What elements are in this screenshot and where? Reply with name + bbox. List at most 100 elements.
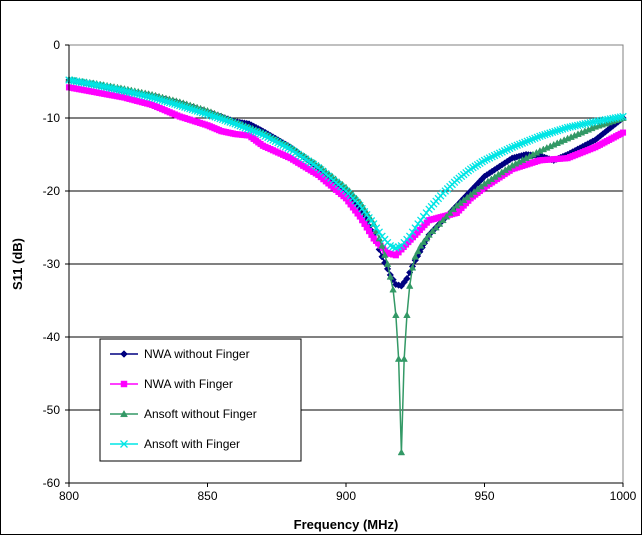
data-point [186,105,194,113]
data-point [369,220,378,228]
data-point [408,228,417,236]
data-point [553,126,562,135]
data-point [439,216,447,224]
data-point [381,251,389,258]
data-point [548,128,557,137]
y-tick-label: 0 [53,38,60,52]
data-point [435,220,444,227]
data-point [538,131,547,140]
data-point [619,129,627,136]
data-point [541,130,549,139]
data-point [226,118,234,126]
data-point [216,114,224,123]
legend-marker [120,350,128,358]
y-tick-label: -30 [43,257,61,271]
y-axis-title: S11 (dB) [10,238,25,290]
data-point [203,110,212,119]
x-tick-label: 800 [59,489,79,503]
data-point [176,101,184,110]
data-point [417,241,425,249]
data-point [449,205,458,213]
data-point [394,355,403,362]
legend-marker [120,440,128,448]
data-point [558,125,567,133]
x-tick-label: 850 [197,489,217,503]
series-layer [65,75,627,456]
data-point [546,129,554,137]
data-point [392,311,400,318]
data-point [223,117,232,126]
data-point [411,252,419,260]
legend-label: Ansoft with Finger [144,437,240,451]
data-point [411,224,420,232]
data-point [181,103,189,111]
data-point [378,241,386,249]
data-point [536,132,544,141]
data-point [375,228,383,236]
legend: NWA without Finger NWA with Finger Ansoft … [99,338,302,462]
data-point [543,130,552,138]
data-point [397,448,406,456]
x-axis-title: Frequency (MHz) [294,517,399,532]
x-tick-label: 950 [474,489,494,503]
data-point [208,112,217,120]
legend-label: Ansoft without Finger [144,407,257,421]
data-point [619,112,627,121]
data-point [405,232,414,241]
legend-label: NWA with Finger [144,377,233,391]
data-point [551,127,559,136]
y-tick-label: -20 [43,184,61,198]
data-point [400,355,408,362]
data-point [211,113,219,121]
x-tick-label: 1000 [610,489,637,503]
data-point [403,311,411,318]
y-tick-label: -60 [43,476,61,490]
data-point [178,102,187,111]
data-point [206,111,214,119]
y-tick-label: -10 [43,111,61,125]
data-point [408,263,417,271]
data-point [386,272,395,280]
data-point [442,212,451,220]
data-point [198,108,207,117]
data-point [196,108,204,116]
data-point [228,119,237,127]
data-point [432,223,440,231]
data-point [419,238,428,245]
data-point [191,106,199,115]
data-point [556,126,564,134]
data-point [383,260,392,267]
data-point [414,247,422,255]
y-tick-label: -50 [43,403,61,417]
data-point [403,274,411,283]
legend-box [99,338,302,462]
data-point [183,104,192,112]
data-point [218,115,227,124]
legend-marker [120,409,128,418]
data-point [428,227,437,235]
data-point [405,282,414,289]
legend-entry: Ansoft without Finger [110,407,257,421]
x-tick-label: 900 [336,489,356,503]
data-point [213,114,222,122]
data-point [372,224,381,232]
data-point [616,113,625,121]
data-point [425,230,433,238]
data-point [193,107,202,115]
data-point [383,265,392,273]
data-point [201,109,209,118]
legend-label: NWA without Finger [144,347,250,361]
data-point [221,116,229,125]
legend-entry: NWA without Finger [110,347,250,361]
data-point [389,285,397,293]
y-tick-label: -40 [43,330,61,344]
legend-entry: Ansoft with Finger [110,437,240,451]
legend-marker [120,380,128,388]
data-point [422,234,431,242]
data-point [188,105,197,114]
series-4 [65,76,627,252]
legend-entry: NWA with Finger [110,377,233,391]
data-point [446,209,454,216]
